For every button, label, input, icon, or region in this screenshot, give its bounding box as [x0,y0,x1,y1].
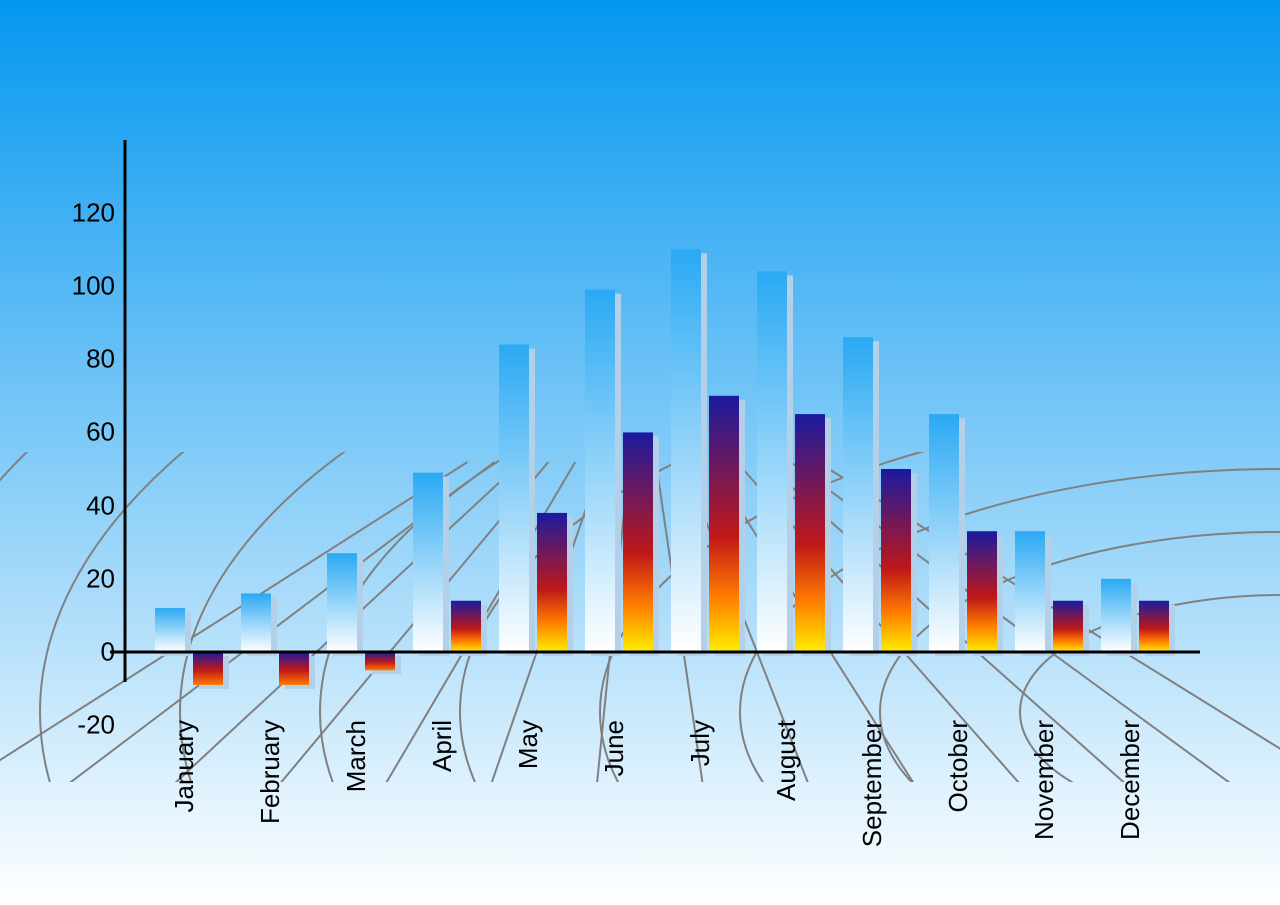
ytick-0: 0 [101,637,115,668]
xtick-december: December [1115,720,1146,840]
xtick-july: July [685,720,716,766]
xtick-november: November [1029,720,1060,840]
ytick-60: 60 [86,417,115,448]
ytick-80: 80 [86,344,115,375]
xtick-may: May [513,720,544,769]
xtick-january: January [169,720,200,813]
xtick-june: June [599,720,630,776]
ytick-40: 40 [86,490,115,521]
ytick-120: 120 [72,197,115,228]
ytick--20: -20 [77,710,115,741]
ytick-100: 100 [72,271,115,302]
xtick-february: February [255,720,286,824]
xtick-april: April [427,720,458,772]
monthly-bar-chart: -20 0 20 40 60 80 100 120 January February March Ap… [0,0,1280,905]
xtick-august: August [771,720,802,801]
xtick-september: September [857,720,888,847]
ytick-20: 20 [86,563,115,594]
xtick-october: October [943,720,974,813]
xtick-march: March [341,720,372,792]
